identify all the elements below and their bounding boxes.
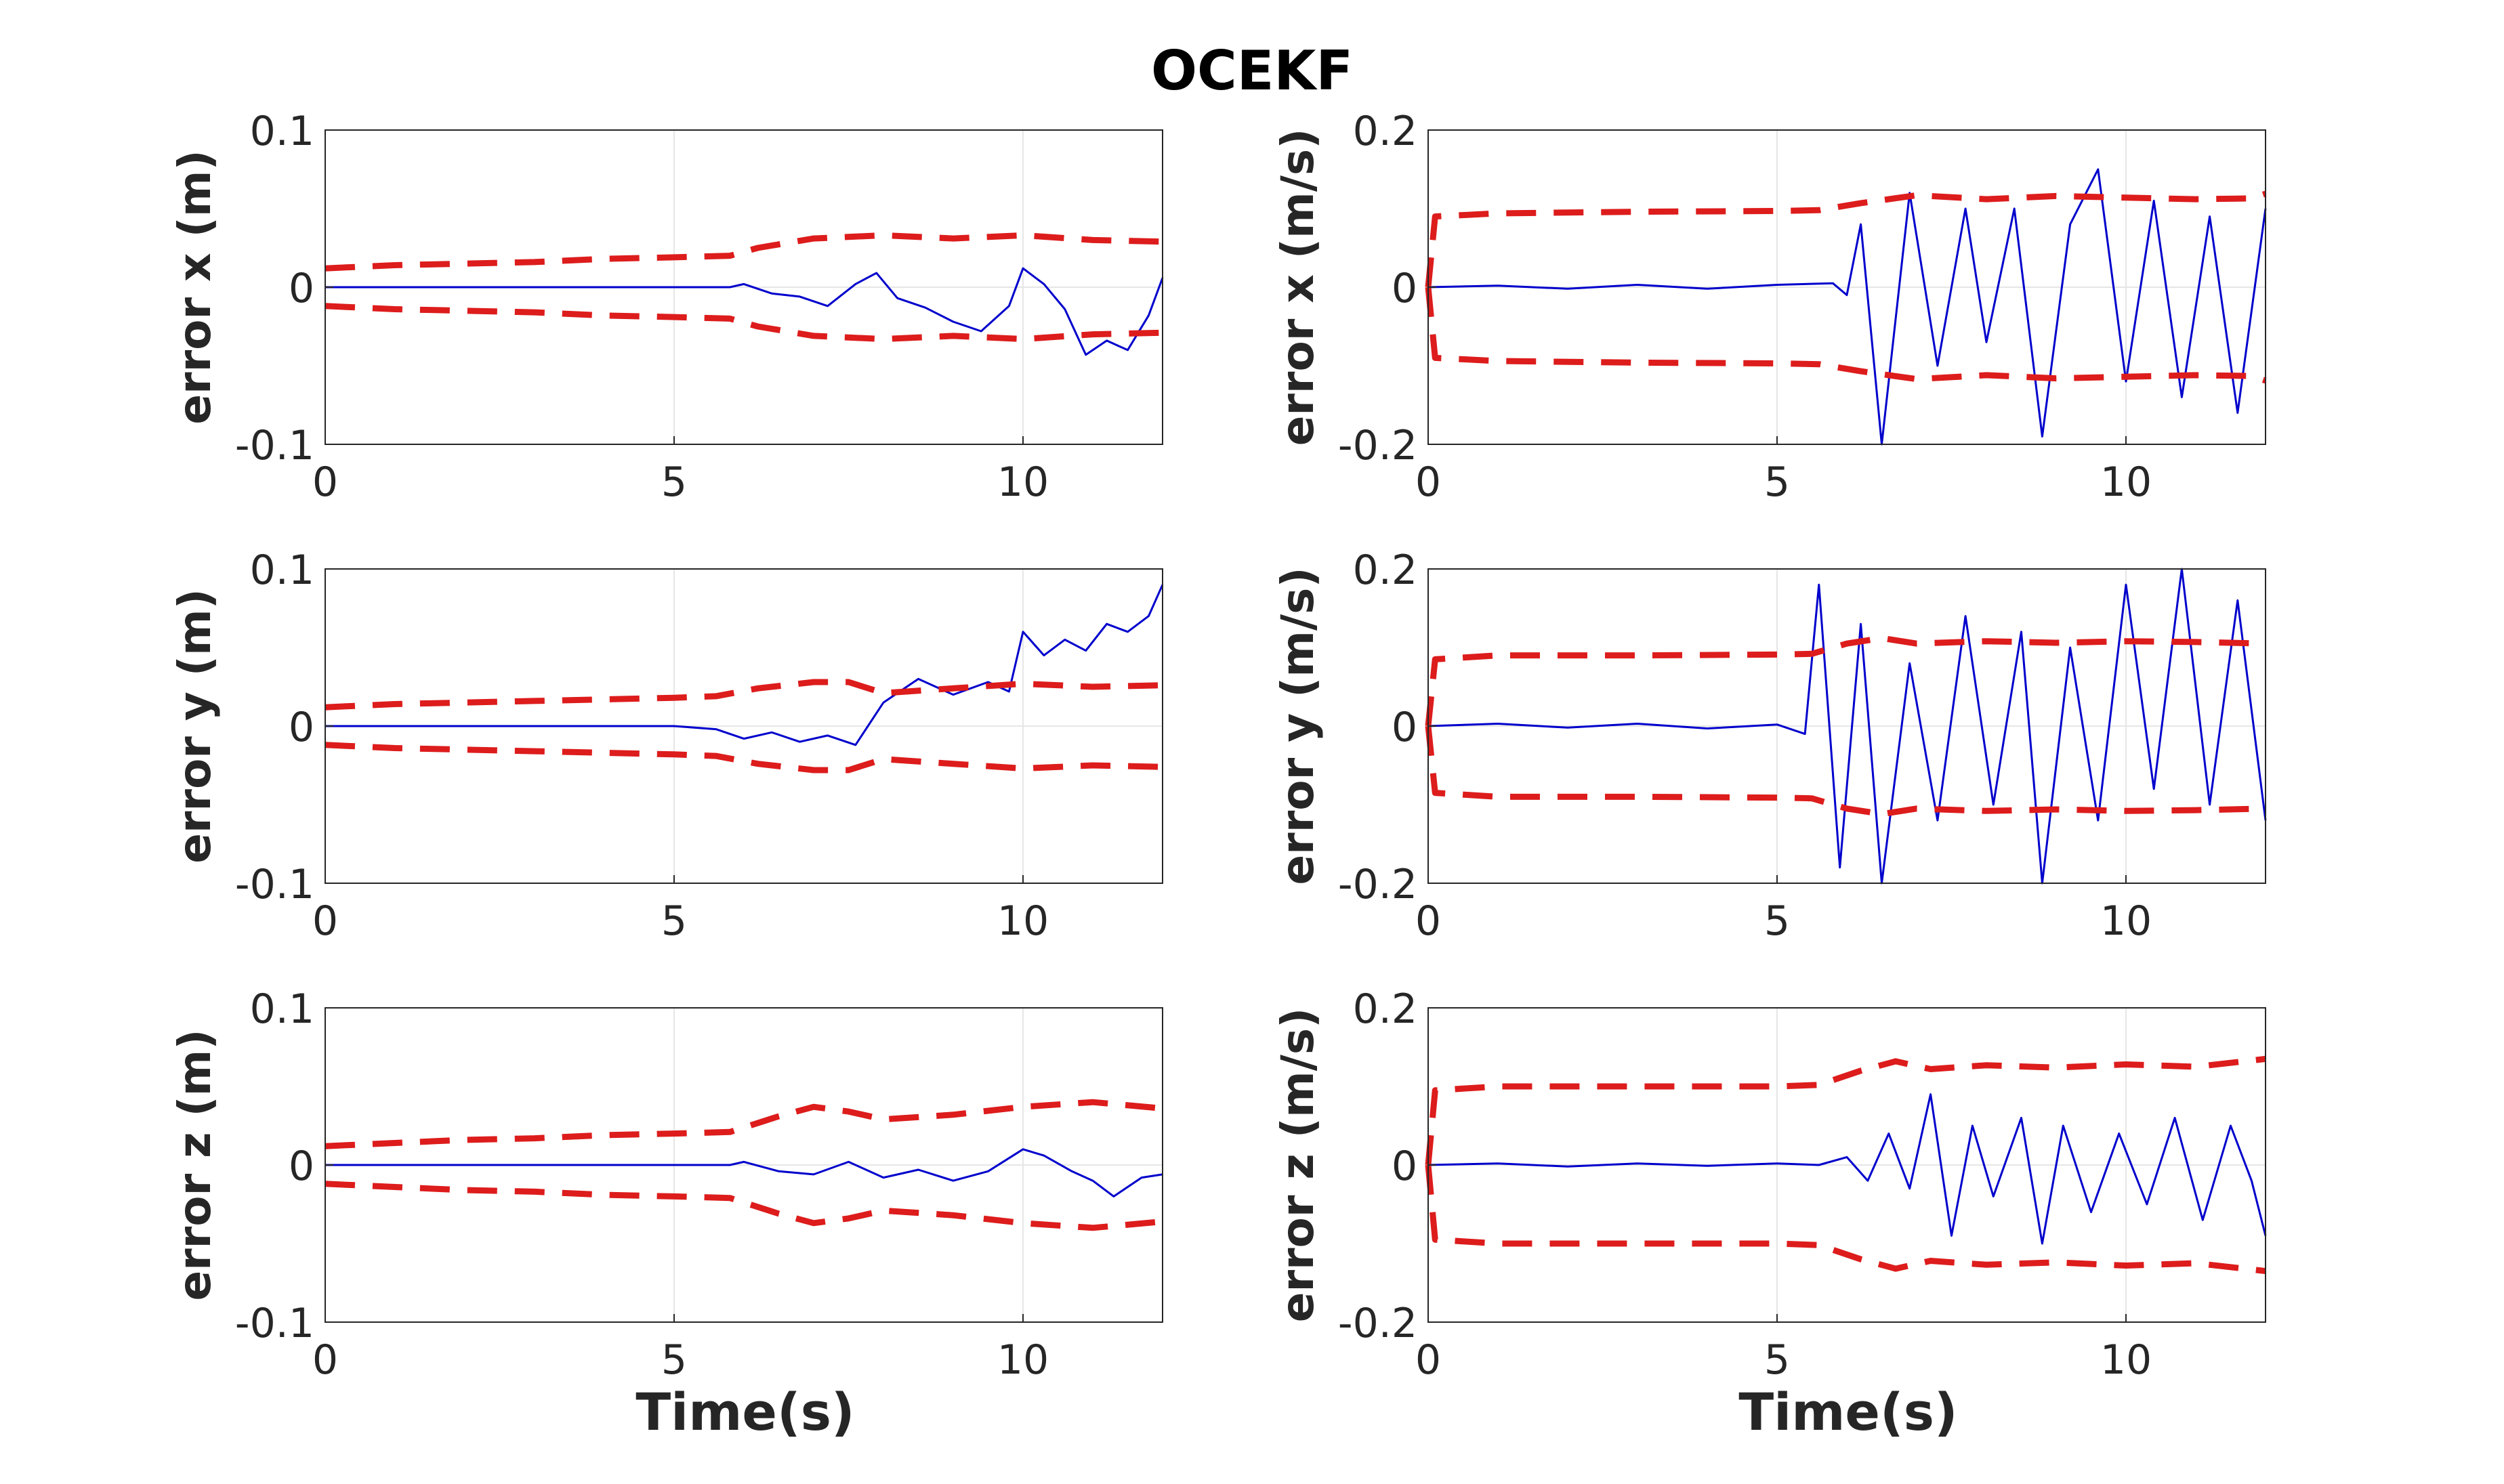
x-tick-label: 5	[1764, 459, 1790, 506]
x-tick-label: 10	[997, 1336, 1049, 1384]
x-tick-label: 0	[312, 1336, 338, 1384]
y-tick-label: -0.1	[235, 1300, 314, 1347]
y-tick-label: 0.2	[1353, 547, 1417, 594]
error-line	[325, 584, 1164, 746]
x-tick-label: 10	[2100, 459, 2152, 506]
y-axis-label: error z (m)	[169, 1029, 221, 1300]
y-tick-label: -0.2	[1338, 1300, 1417, 1347]
error-line	[1427, 568, 2267, 885]
y-tick-label: 0	[289, 704, 314, 751]
y-tick-label: 0	[1392, 265, 1417, 312]
x-tick-label: 5	[661, 459, 687, 506]
error-line	[325, 267, 1164, 356]
y-axis-label: error x (m)	[169, 150, 221, 424]
x-tick-label: 0	[1415, 459, 1441, 506]
x-axis-label-right: Time(s)	[1738, 1382, 1958, 1442]
x-tick-label: 0	[1415, 897, 1441, 945]
upper-bound-line	[1425, 190, 2267, 288]
error-line	[325, 1148, 1163, 1197]
upper-bound-line	[325, 679, 1163, 711]
y-tick-label: 0.2	[1353, 108, 1417, 155]
y-tick-label: 0.2	[1353, 985, 1417, 1033]
x-tick-label: 5	[661, 897, 687, 945]
y-axis-label: error z (m/s)	[1272, 1008, 1324, 1323]
upper-bound-line	[325, 1099, 1163, 1149]
x-tick-label: 5	[1764, 1336, 1790, 1384]
x-tick-label: 10	[997, 897, 1049, 945]
y-tick-label: 0	[1392, 704, 1417, 751]
y-axis-label: error x (m/s)	[1272, 129, 1324, 446]
lower-bound-line	[1425, 287, 2267, 384]
lower-bound-line	[325, 1181, 1163, 1231]
x-tick-label: 0	[1415, 1336, 1441, 1384]
upper-bound-line	[1425, 635, 2266, 727]
x-tick-label: 5	[1764, 897, 1790, 945]
x-tick-label: 0	[312, 459, 338, 506]
y-tick-label: 0	[1392, 1143, 1417, 1190]
y-axis-label: error y (m)	[169, 589, 221, 864]
x-tick-label: 5	[661, 1336, 687, 1384]
figure-title: OCEKF	[1150, 39, 1353, 102]
lower-bound-line	[325, 742, 1163, 773]
upper-bound-line	[1425, 1055, 2266, 1166]
y-tick-label: -0.2	[1338, 422, 1417, 469]
x-tick-label: 10	[997, 459, 1049, 506]
y-axis-label: error y (m/s)	[1272, 567, 1324, 885]
y-tick-label: -0.2	[1338, 861, 1417, 908]
y-tick-label: 0.1	[250, 547, 314, 594]
y-tick-label: -0.1	[235, 861, 314, 908]
x-tick-label: 10	[2100, 1336, 2152, 1384]
lower-bound-line	[1425, 725, 2266, 818]
upper-bound-line	[325, 232, 1163, 272]
y-tick-label: 0.1	[250, 985, 314, 1033]
lower-bound-line	[325, 303, 1163, 343]
error-line	[1427, 168, 2267, 446]
y-tick-label: 0.1	[250, 108, 314, 155]
y-tick-label: 0	[289, 265, 314, 312]
y-tick-label: -0.1	[235, 422, 314, 469]
error-line	[1427, 1093, 2267, 1245]
x-axis-label-left: Time(s)	[635, 1382, 855, 1442]
lower-bound-line	[1425, 1164, 2266, 1275]
x-tick-label: 10	[2100, 897, 2152, 945]
y-tick-label: 0	[289, 1143, 314, 1190]
x-tick-label: 0	[312, 897, 338, 945]
